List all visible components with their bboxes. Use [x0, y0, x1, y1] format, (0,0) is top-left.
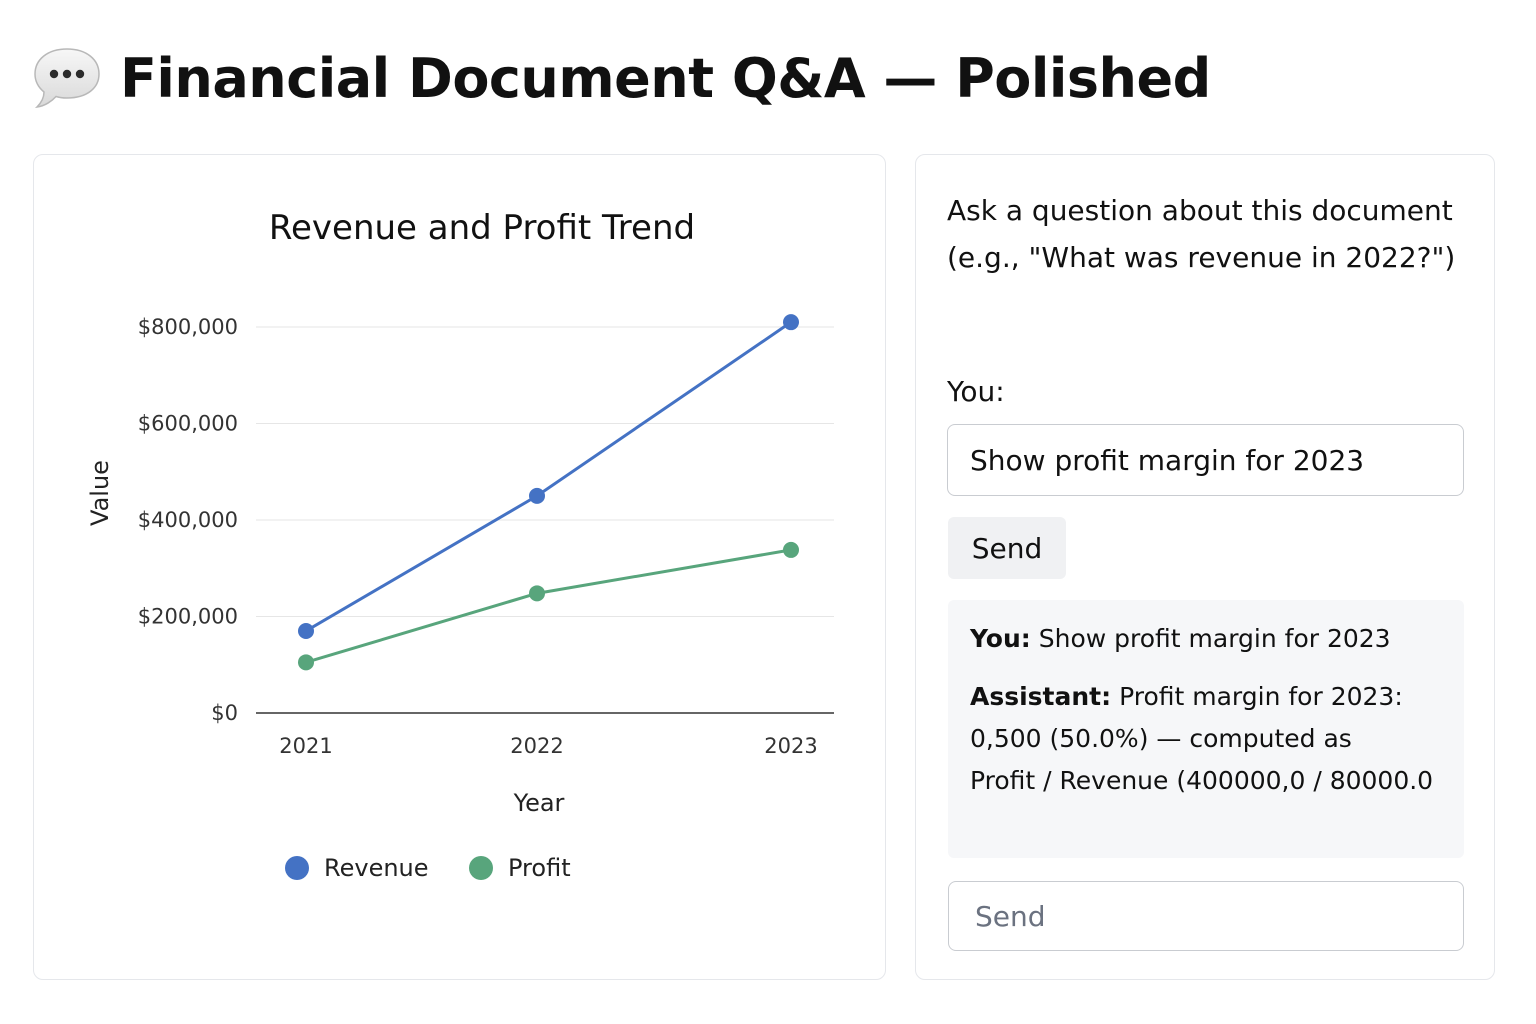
y-tick-label: $800,000: [138, 315, 238, 339]
chart-title: Revenue and Profit Trend: [269, 208, 695, 248]
qa-card: Ask a question about this document (e.g.…: [915, 154, 1495, 980]
data-point-profit: [298, 654, 314, 671]
y-tick-label: $600,000: [138, 412, 238, 436]
question-prompt: Ask a question about this document (e.g.…: [947, 194, 1456, 274]
series-line-profit: [305, 548, 792, 664]
legend-label-profit: Profit: [508, 854, 571, 882]
data-point-profit: [529, 585, 545, 602]
data-point-revenue: [783, 314, 799, 331]
user-message: You: Show profit margin for 2023: [970, 622, 1442, 656]
conversation-panel: You: Show profit margin for 2023 Assista…: [948, 600, 1464, 858]
chart-card: Revenue and Profit Trend $0 $200,000 $400,0…: [33, 154, 886, 980]
data-point-revenue: [298, 622, 314, 639]
revenue-profit-chart: Revenue and Profit Trend $0 $200,000 $400,0…: [86, 208, 834, 882]
you-label: You:: [947, 375, 1005, 408]
legend-marker-profit: [469, 856, 493, 880]
x-tick-label: 2021: [279, 734, 332, 758]
data-point-profit: [783, 541, 799, 558]
user-message-text: Show profit margin for 2023: [1038, 624, 1391, 653]
message-input[interactable]: [948, 881, 1464, 951]
question-input[interactable]: [947, 424, 1464, 496]
send-button[interactable]: Send: [948, 517, 1066, 579]
page-title: Financial Document Q&A — Polished: [120, 46, 1211, 110]
page-header: Financial Document Q&A — Polished: [32, 40, 1211, 116]
y-tick-label: $400,000: [138, 508, 238, 532]
user-message-label: You:: [970, 624, 1031, 653]
y-axis-label: Value: [86, 460, 114, 526]
x-axis-label: Year: [513, 789, 565, 817]
x-tick-label: 2022: [510, 734, 563, 758]
y-tick-label: $200,000: [138, 605, 238, 629]
legend-marker-revenue: [285, 856, 309, 880]
assistant-message: Assistant: Profit margin for 2023: 0,500…: [970, 676, 1442, 802]
speech-bubble-icon: [32, 44, 102, 112]
x-tick-label: 2023: [764, 734, 817, 758]
assistant-message-label: Assistant:: [970, 682, 1112, 711]
series-line-revenue: [305, 320, 792, 633]
legend-label-revenue: Revenue: [324, 854, 429, 882]
y-tick-label: $0: [211, 701, 238, 725]
data-point-revenue: [529, 487, 545, 504]
assistant-message-text: Profit margin for 2023: 0,500 (50.0%) — …: [970, 682, 1434, 795]
